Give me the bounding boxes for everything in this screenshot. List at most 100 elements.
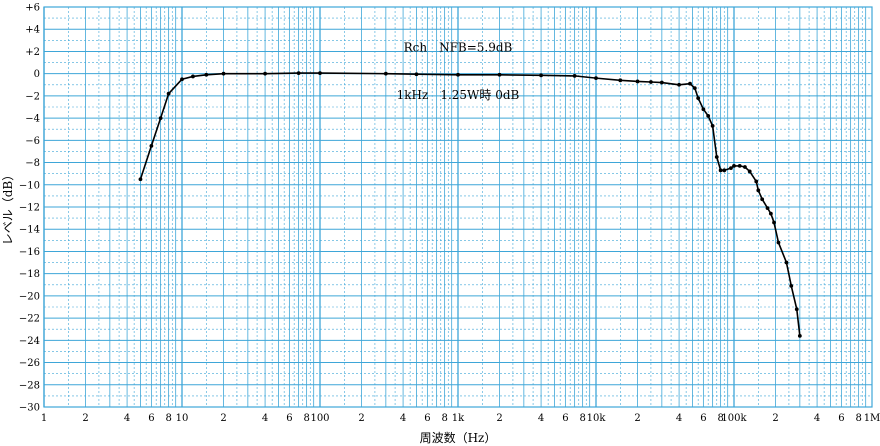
y-tick-label: −8 (25, 158, 40, 169)
data-point (732, 163, 736, 168)
x-tick-label: 4 (400, 413, 406, 424)
data-point (618, 78, 623, 83)
y-tick-label: −18 (19, 269, 40, 280)
x-tick-label: 6 (424, 413, 430, 424)
x-tick-label: 4 (814, 413, 820, 424)
data-point (318, 71, 322, 76)
x-tick-label: 10k (587, 413, 607, 424)
data-point (765, 206, 770, 211)
y-tick-label: −28 (19, 380, 40, 391)
x-tick-label: 1 (41, 413, 47, 424)
plot-frame (43, 6, 873, 408)
x-tick-label: 10 (176, 413, 189, 424)
y-tick-label: +4 (25, 25, 40, 36)
y-tick-label: −24 (19, 336, 40, 347)
data-point (649, 80, 653, 84)
y-tick-label: −12 (19, 203, 40, 214)
y-tick-label: −10 (19, 180, 40, 191)
data-point (296, 71, 301, 76)
data-point (754, 179, 759, 184)
x-tick-label: 8 (579, 413, 585, 424)
series-layer (138, 71, 802, 338)
data-point (191, 74, 195, 79)
y-tick-label: +2 (25, 47, 40, 58)
x-tick-label: 2 (82, 413, 88, 424)
y-tick-label: −16 (19, 247, 40, 258)
data-point (635, 79, 640, 84)
data-point (383, 71, 388, 76)
x-tick-label: 4 (676, 413, 682, 424)
data-point (797, 333, 802, 338)
data-point (737, 163, 742, 168)
x-tick-label: 6 (700, 413, 706, 424)
data-point (729, 166, 733, 171)
x-tick-label: 4 (262, 413, 268, 424)
data-point (539, 73, 543, 78)
data-point (768, 211, 773, 216)
annotation-text: Rch NFB=5.9dB (404, 40, 513, 54)
data-point (659, 80, 664, 85)
data-point (221, 71, 226, 76)
data-point (572, 73, 577, 78)
data-point (747, 169, 752, 174)
x-tick-label: 2 (496, 413, 502, 424)
data-point (784, 260, 789, 265)
y-tick-label: −22 (19, 314, 40, 325)
x-tick-label: 8 (303, 413, 309, 424)
y-tick-label: −6 (25, 136, 40, 147)
data-point (456, 72, 460, 77)
x-tick-label: 2 (220, 413, 226, 424)
data-point (756, 188, 761, 193)
x-tick-label: 2 (358, 413, 364, 424)
x-tick-label: 100k (721, 413, 747, 424)
y-tick-label: −2 (25, 91, 40, 102)
data-point (204, 72, 209, 77)
data-point (722, 168, 727, 173)
x-tick-label: 2 (634, 413, 640, 424)
data-point (772, 220, 776, 225)
y-tick-label: −20 (19, 291, 40, 302)
data-point (688, 81, 692, 86)
annotation-text: 1kHz 1.25W時 0dB (397, 88, 520, 102)
x-tick-label: 6 (286, 413, 292, 424)
data-point (776, 240, 781, 245)
x-tick-label: 6 (562, 413, 568, 424)
x-tick-label: 6 (838, 413, 844, 424)
data-point (414, 72, 419, 77)
y-tick-label: 0 (34, 69, 40, 80)
data-point (743, 165, 747, 169)
y-tick-label: −4 (25, 114, 40, 125)
y-tick-label: −30 (19, 403, 40, 414)
annotations: Rch NFB=5.9dB 1kHz 1.25W時 0dB (397, 40, 520, 102)
x-tick-label: 8 (441, 413, 447, 424)
data-point (706, 113, 711, 118)
data-point (138, 177, 143, 182)
x-tick-label: 4 (124, 413, 130, 424)
y-tick-labels: +6 +4 +2 0 −2 −4 −6 −8 −10 −12 −14 −16 −18 −20 −22 −24 −… (19, 3, 40, 414)
data-point (789, 283, 794, 288)
data-point (692, 86, 697, 91)
x-tick-label: 8 (855, 413, 861, 424)
data-point (710, 123, 715, 128)
data-point (497, 72, 502, 77)
data-point (149, 143, 154, 148)
data-point (696, 96, 701, 101)
x-tick-label: 100 (310, 413, 329, 424)
data-point (594, 76, 598, 81)
data-point (701, 107, 706, 112)
x-tick-label: 1M (864, 413, 880, 424)
data-point (714, 155, 719, 159)
x-tick-label: 1k (452, 413, 465, 424)
x-tick-label: 4 (538, 413, 544, 424)
y-tick-label: +6 (25, 3, 40, 14)
x-tick-label: 8 (165, 413, 171, 424)
x-axis-label: 周波数（Hz） (420, 430, 497, 445)
x-tick-label: 8 (717, 413, 723, 424)
data-point (677, 82, 681, 87)
x-tick-label: 6 (148, 413, 154, 424)
y-tick-label: −14 (19, 225, 40, 236)
data-point (718, 168, 723, 173)
data-point (760, 197, 765, 202)
